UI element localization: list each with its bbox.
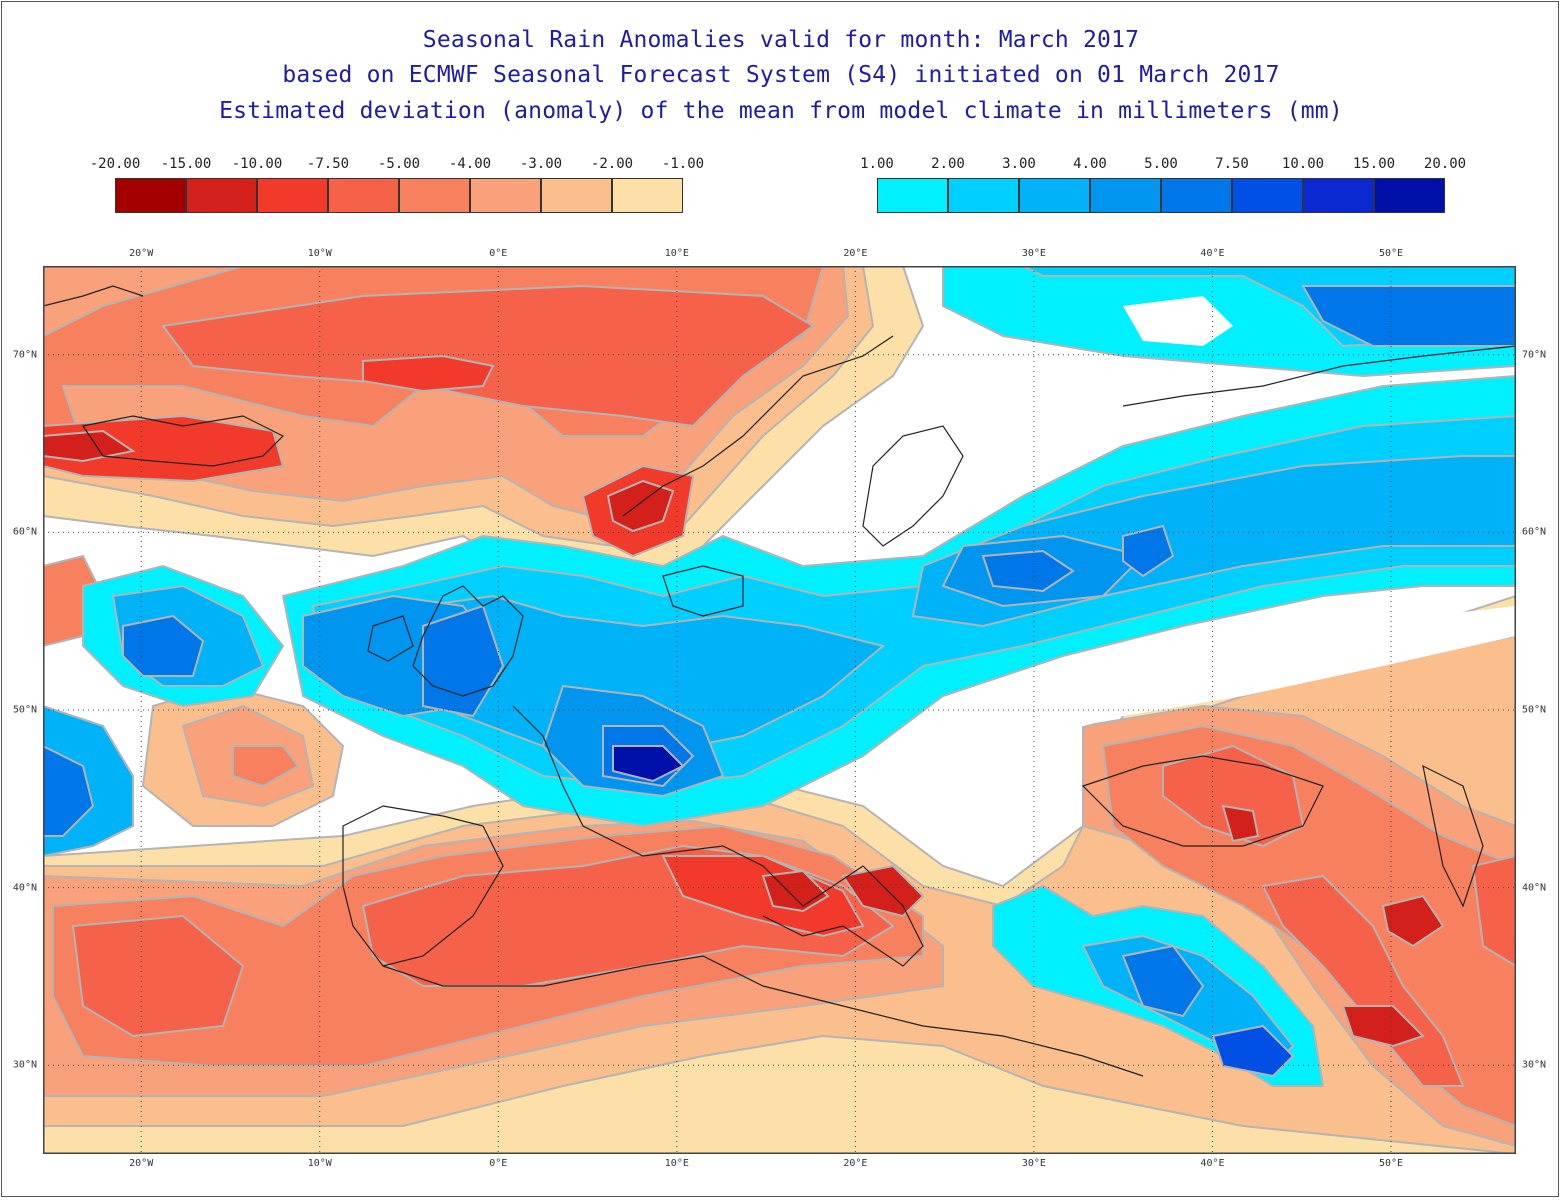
lon-label: 20°E xyxy=(843,248,868,259)
positive-anomaly-fields xyxy=(43,266,1516,1087)
legend-swatch xyxy=(877,178,948,213)
lon-label: 0°E xyxy=(489,248,508,259)
lat-label: 70°N xyxy=(1522,349,1547,361)
legend-swatch xyxy=(1090,178,1161,213)
lon-label: 20°E xyxy=(843,1158,868,1169)
lat-label: 70°N xyxy=(12,349,37,361)
rain-anomaly-map xyxy=(43,266,1516,1154)
legend-swatch xyxy=(1019,178,1090,213)
legend-tick-label: -15.00 xyxy=(160,156,212,172)
legend-tick-label: 7.50 xyxy=(1215,156,1249,172)
legend-tick-label: 5.00 xyxy=(1144,156,1178,172)
lat-label: 40°N xyxy=(12,882,37,894)
lat-label: 50°N xyxy=(1522,704,1547,716)
legend-swatch xyxy=(1303,178,1374,213)
legend-tick-label: 3.00 xyxy=(1002,156,1036,172)
lon-label: 10°E xyxy=(664,248,689,259)
legend-swatch xyxy=(328,178,399,213)
lon-label: 10°W xyxy=(307,1158,332,1169)
lat-label: 50°N xyxy=(12,704,37,716)
lat-label: 30°N xyxy=(1522,1059,1547,1071)
legend-swatch xyxy=(541,178,612,213)
legend-swatch xyxy=(470,178,541,213)
legend-swatch xyxy=(612,178,683,213)
lon-label: 10°E xyxy=(664,1158,689,1169)
lat-label: 30°N xyxy=(12,1059,37,1071)
lat-label: 40°N xyxy=(1522,882,1547,894)
legend-swatch xyxy=(257,178,328,213)
lon-label: 40°E xyxy=(1200,1158,1225,1169)
legend-swatch xyxy=(1232,178,1303,213)
lon-label: 30°E xyxy=(1021,1158,1046,1169)
legend-tick-label: 20.00 xyxy=(1423,156,1467,172)
legend-tick-label: 15.00 xyxy=(1352,156,1396,172)
legend-tick-label: -3.00 xyxy=(519,156,563,172)
legend-tick-label: -2.00 xyxy=(590,156,634,172)
legend-tick-label: 10.00 xyxy=(1281,156,1325,172)
lon-label: 20°W xyxy=(129,1158,154,1169)
legend-swatch xyxy=(948,178,1019,213)
lon-label: 20°W xyxy=(129,248,154,259)
map-border xyxy=(43,266,1516,1154)
legend-tick-label: -5.00 xyxy=(377,156,421,172)
lat-label: 60°N xyxy=(12,526,37,538)
legend-swatch xyxy=(399,178,470,213)
lon-label: 10°W xyxy=(307,248,332,259)
legend-tick-label: -20.00 xyxy=(89,156,141,172)
title-line-2: based on ECMWF Seasonal Forecast System … xyxy=(282,62,1280,88)
legend-tick-label: 2.00 xyxy=(931,156,965,172)
lat-label: 60°N xyxy=(1522,526,1547,538)
graticule xyxy=(43,266,1516,1154)
legend-tick-label: 4.00 xyxy=(1073,156,1107,172)
lon-label: 50°E xyxy=(1378,1158,1404,1169)
legend-swatch xyxy=(1374,178,1445,213)
legend-tick-label: -10.00 xyxy=(231,156,283,172)
lon-label: 40°E xyxy=(1200,248,1225,259)
title-line-3: Estimated deviation (anomaly) of the mea… xyxy=(219,98,1343,124)
legend-tick-label: -4.00 xyxy=(448,156,492,172)
lon-label: 30°E xyxy=(1021,248,1046,259)
lon-label: 50°E xyxy=(1378,248,1404,259)
legend-tick-label: 1.00 xyxy=(860,156,894,172)
legend-swatch xyxy=(1161,178,1232,213)
lon-label: 0°E xyxy=(489,1158,508,1169)
legend-swatch xyxy=(115,178,186,213)
legend-swatch xyxy=(186,178,257,213)
legend-tick-label: -1.00 xyxy=(661,156,705,172)
legend-tick-label: -7.50 xyxy=(306,156,350,172)
title-line-1: Seasonal Rain Anomalies valid for month:… xyxy=(422,27,1140,53)
